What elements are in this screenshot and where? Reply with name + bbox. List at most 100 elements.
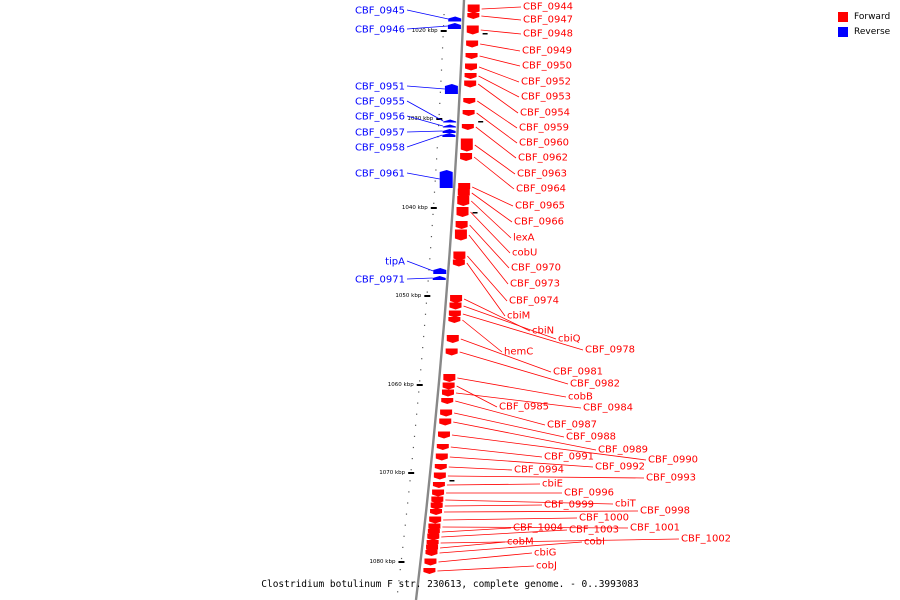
minor-tick xyxy=(409,480,411,482)
leader-line xyxy=(468,234,509,285)
gene-label-cbf-0963: CBF_0963 xyxy=(517,169,567,180)
leader-line xyxy=(476,112,518,144)
gene-label-cbf-0973: CBF_0973 xyxy=(510,279,560,290)
forward-gene-cbf-0949 xyxy=(466,40,479,48)
minor-tick xyxy=(404,524,406,526)
forward-gene-cbf-0947 xyxy=(467,13,480,19)
forward-gene-cbf-0964 xyxy=(460,153,473,161)
tick-mark xyxy=(408,472,415,474)
minor-tick xyxy=(442,36,444,38)
leader-line xyxy=(406,134,443,148)
reverse-gene-cbf-0957 xyxy=(442,129,456,133)
gene-label-cbf-0988: CBF_0988 xyxy=(566,432,616,443)
forward-gene-cbf-0966 xyxy=(457,188,470,198)
minor-tick xyxy=(436,147,438,149)
leader-line xyxy=(406,85,445,90)
leader-line xyxy=(439,541,583,554)
minor-tick xyxy=(417,402,419,404)
forward-gene-cbf-0985 xyxy=(442,382,455,390)
forward-gene-cbf-0973 xyxy=(454,229,467,241)
gene-label-cbie: cbiE xyxy=(542,479,563,490)
minor-tick xyxy=(437,125,440,127)
leader-line xyxy=(406,277,433,280)
reverse-gene-tipa xyxy=(433,268,447,274)
leader-line xyxy=(462,319,503,353)
gene-label-hemc: hemC xyxy=(504,347,533,358)
gene-label-cbf-0961: CBF_0961 xyxy=(355,169,405,180)
gene-label-cbf-0982: CBF_0982 xyxy=(570,379,620,390)
leader-line xyxy=(475,126,517,159)
tick-mark xyxy=(398,561,405,563)
forward-gene-cbf-0982 xyxy=(445,348,458,356)
forward-gene-cbf-0970 xyxy=(455,221,468,229)
tick-label: 1070 kbp xyxy=(379,470,405,476)
minor-tick xyxy=(435,169,437,171)
leader-line xyxy=(477,100,518,129)
minor-tick xyxy=(410,469,412,471)
leader-line xyxy=(444,510,639,513)
minor-tick xyxy=(433,191,436,193)
tick-label: 1080 kbp xyxy=(370,559,396,565)
leader-line xyxy=(477,83,519,114)
forward-gene-cbig xyxy=(424,558,437,566)
leader-line xyxy=(456,385,498,408)
gene-label-cbf-0993: CBF_0993 xyxy=(646,473,696,484)
leader-line xyxy=(449,456,594,468)
leader-line xyxy=(470,211,511,254)
minor-tick xyxy=(439,91,441,93)
leader-line xyxy=(440,538,680,544)
leader-line xyxy=(406,115,444,127)
leader-line xyxy=(453,421,597,451)
leader-line xyxy=(474,144,516,175)
minor-tick xyxy=(405,513,408,515)
reverse-gene-cbf-0971 xyxy=(432,276,446,280)
gene-label-cbf-0981: CBF_0981 xyxy=(553,367,603,378)
tick-label: 1040 kbp xyxy=(402,205,428,211)
gene-label-tipa: tipA xyxy=(385,257,405,268)
leader-line xyxy=(406,172,440,180)
gene-label-cbf-0948: CBF_0948 xyxy=(523,29,573,40)
minor-tick xyxy=(442,25,445,27)
minor-tick xyxy=(428,269,430,271)
marker xyxy=(478,121,484,123)
leader-line xyxy=(450,446,543,458)
leader-line xyxy=(479,55,521,67)
minor-tick xyxy=(441,58,443,60)
minor-tick xyxy=(441,47,444,49)
legend-item-forward: Forward xyxy=(838,9,890,24)
forward-gene-cobm xyxy=(426,544,439,552)
legend-item-reverse: Reverse xyxy=(838,24,890,39)
gene-label-cbf-0950: CBF_0950 xyxy=(522,61,572,72)
forward-gene-cbf-0944 xyxy=(467,4,480,14)
minor-tick xyxy=(414,424,417,426)
leader-line xyxy=(440,541,506,549)
gene-label-cbf-0944: CBF_0944 xyxy=(523,2,573,13)
forward-gene-cobu xyxy=(456,207,469,217)
tick-label: 1030 kbp xyxy=(407,116,433,122)
gene-label-lexa: lexA xyxy=(513,233,535,244)
forward-gene-cbf-0993 xyxy=(433,472,446,480)
forward-gene-cbf-0952 xyxy=(465,63,478,71)
leader-line xyxy=(478,66,520,83)
gene-label-cbf-0971: CBF_0971 xyxy=(355,275,405,286)
minor-tick xyxy=(412,446,415,449)
minor-tick xyxy=(433,202,435,204)
reverse-gene-cbf-0958 xyxy=(442,133,456,137)
minor-tick xyxy=(438,113,440,116)
leader-line xyxy=(406,9,449,20)
forward-gene-cbiq xyxy=(449,302,462,310)
forward-strand-genes: CBF_0944 CBF_0947 CBF_0948 CBF_0949 CBF_0950… xyxy=(423,2,731,574)
gene-label-cbf-0994: CBF_0994 xyxy=(514,465,564,476)
gene-label-cbf-0996: CBF_0996 xyxy=(564,488,614,499)
leader-line xyxy=(473,156,515,190)
reverse-gene-cbf-0955 xyxy=(443,119,457,123)
forward-gene-cbf-0963 xyxy=(460,138,473,152)
leader-line xyxy=(444,504,543,507)
forward-gene-cbf-0953 xyxy=(464,73,477,79)
leader-line xyxy=(441,529,568,538)
forward-gene-cbf-0978 xyxy=(448,310,461,318)
gene-label-cbf-0951: CBF_0951 xyxy=(355,82,405,93)
gene-label-cbf-0945: CBF_0945 xyxy=(355,6,405,17)
